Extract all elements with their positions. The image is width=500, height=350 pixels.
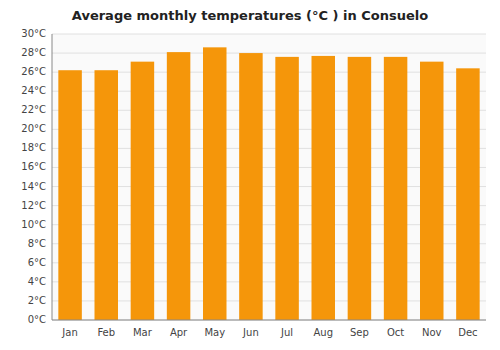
y-tick-label: 20°C [21, 123, 46, 134]
grid-line [52, 34, 486, 35]
x-tick-label: Feb [97, 327, 115, 338]
bar [239, 53, 263, 320]
x-axis-line [52, 320, 486, 321]
bar [311, 56, 335, 320]
x-tick-label: May [204, 327, 225, 338]
bar [420, 62, 444, 320]
y-tick-label: 4°C [28, 276, 46, 287]
chart: 0°C 2°C 4°C 6°C 8°C 10°C 12°C 14°C 16°C 18°C 20°C 2… [0, 0, 500, 350]
bar [456, 68, 480, 320]
x-tick-label: Jun [242, 327, 259, 338]
bar [167, 52, 191, 320]
y-tick-label: 10°C [21, 219, 46, 230]
grid [52, 34, 486, 320]
x-tick-label: Oct [387, 327, 404, 338]
y-tick-label: 26°C [21, 66, 46, 77]
title: Average monthly temperatures (°C ) in Co… [72, 8, 428, 23]
x-tick-label: Sep [350, 327, 369, 338]
bar [348, 57, 372, 320]
y-tick-label: 12°C [21, 200, 46, 211]
y-tick-label: 8°C [28, 238, 46, 249]
y-tick-label: 14°C [21, 181, 46, 192]
y-tick-label: 16°C [21, 161, 46, 172]
bar [203, 47, 227, 320]
bar [58, 70, 82, 320]
chart-container: 0°C 2°C 4°C 6°C 8°C 10°C 12°C 14°C 16°C 18°C 20°C 2… [0, 0, 500, 350]
x-axis: Jan Feb Mar Apr May Jun Jul Aug Sep Oct Nov Dec [52, 34, 486, 338]
bar [275, 57, 299, 320]
grid-line [52, 53, 486, 54]
y-tick-label: 24°C [21, 85, 46, 96]
plot-area [52, 34, 486, 320]
x-tick-label: Aug [313, 327, 333, 338]
x-tick-label: Dec [458, 327, 477, 338]
x-tick-label: Jan [61, 327, 77, 338]
x-tick-label: Nov [422, 327, 442, 338]
y-tick-label: 2°C [28, 295, 46, 306]
bars [58, 47, 479, 320]
y-tick-label: 18°C [21, 142, 46, 153]
x-tick-label: Mar [133, 327, 153, 338]
bar [384, 57, 408, 320]
y-tick-label: 6°C [28, 257, 46, 268]
x-tick-label: Apr [170, 327, 188, 338]
y-tick-label: 30°C [21, 28, 46, 39]
y-tick-label: 0°C [28, 314, 46, 325]
bar [131, 62, 155, 320]
x-tick-label: Jul [280, 327, 293, 338]
y-tick-label: 22°C [21, 104, 46, 115]
bar [94, 70, 118, 320]
y-tick-label: 28°C [21, 47, 46, 58]
grid-line [52, 320, 486, 321]
y-axis-line [52, 34, 53, 320]
y-axis: 0°C 2°C 4°C 6°C 8°C 10°C 12°C 14°C 16°C 18°C 20°C 2… [21, 28, 46, 325]
